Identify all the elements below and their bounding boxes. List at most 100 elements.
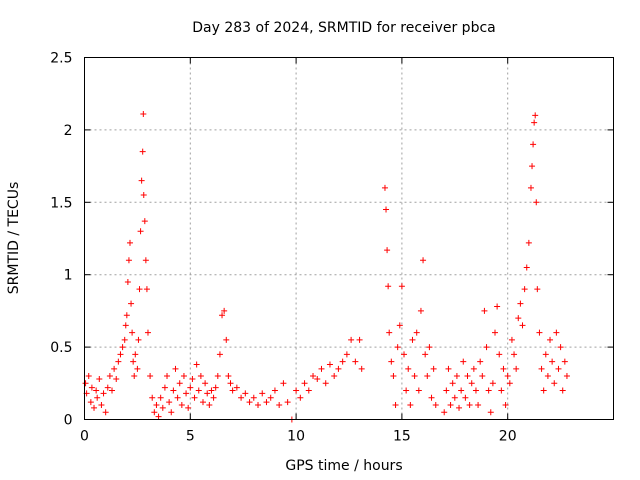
data-point xyxy=(496,351,503,358)
data-point xyxy=(447,402,454,409)
data-point xyxy=(136,286,143,293)
data-point xyxy=(531,119,538,126)
data-point xyxy=(132,351,139,358)
data-point xyxy=(331,373,338,380)
data-point xyxy=(104,384,111,391)
data-point xyxy=(106,373,113,380)
data-point xyxy=(159,404,166,411)
data-point xyxy=(343,351,350,358)
data-point xyxy=(153,402,160,409)
data-point xyxy=(381,184,388,191)
y-axis-label: SRMTID / TECUs xyxy=(6,182,22,295)
data-point xyxy=(187,384,194,391)
data-point xyxy=(238,394,245,401)
data-point xyxy=(125,257,132,264)
data-point xyxy=(142,257,149,264)
data-point xyxy=(559,387,566,394)
y-tick-label: 2 xyxy=(64,123,73,139)
data-point xyxy=(117,351,124,358)
data-point xyxy=(339,358,346,365)
data-point xyxy=(310,373,317,380)
data-point xyxy=(172,365,179,372)
x-tick-label: 0 xyxy=(80,429,89,445)
data-point xyxy=(513,365,520,372)
data-point xyxy=(229,387,236,394)
data-point xyxy=(561,358,568,365)
data-point xyxy=(335,365,342,372)
chart-title: Day 283 of 2024, SRMTID for receiver pbc… xyxy=(192,20,495,36)
data-point xyxy=(214,373,221,380)
data-point xyxy=(137,228,144,235)
grid xyxy=(84,57,614,420)
data-point xyxy=(91,404,98,411)
data-point xyxy=(284,399,291,406)
data-point xyxy=(517,300,524,307)
data-point xyxy=(189,375,196,382)
data-point xyxy=(390,373,397,380)
data-point xyxy=(511,351,518,358)
data-point xyxy=(119,344,126,351)
data-point xyxy=(492,329,499,336)
data-point xyxy=(527,184,534,191)
data-points xyxy=(82,110,570,423)
data-point xyxy=(102,409,109,416)
y-tick-label: 2.5 xyxy=(50,51,72,67)
data-point xyxy=(180,373,187,380)
data-point xyxy=(523,264,530,271)
data-point xyxy=(424,373,431,380)
data-point xyxy=(149,394,156,401)
data-point xyxy=(462,394,469,401)
data-point xyxy=(453,373,460,380)
data-point xyxy=(487,409,494,416)
data-point xyxy=(464,373,471,380)
data-point xyxy=(223,336,230,343)
data-point xyxy=(415,387,422,394)
data-point xyxy=(388,358,395,365)
data-point xyxy=(305,387,312,394)
data-point xyxy=(129,329,136,336)
data-point xyxy=(197,373,204,380)
data-point xyxy=(348,336,355,343)
data-point xyxy=(139,148,146,155)
data-point xyxy=(100,390,107,397)
data-point xyxy=(202,380,209,387)
data-point xyxy=(477,358,484,365)
data-point xyxy=(549,358,556,365)
data-point xyxy=(183,390,190,397)
data-point xyxy=(225,373,232,380)
data-point xyxy=(124,278,131,285)
data-point xyxy=(267,394,274,401)
data-point xyxy=(301,380,308,387)
data-point xyxy=(193,361,200,368)
data-point xyxy=(426,344,433,351)
data-point xyxy=(263,399,270,406)
data-point xyxy=(506,380,513,387)
data-point xyxy=(553,329,560,336)
data-point xyxy=(151,409,158,416)
data-point xyxy=(401,351,408,358)
data-point xyxy=(121,336,128,343)
data-point xyxy=(422,351,429,358)
data-point xyxy=(458,387,465,394)
data-point xyxy=(98,402,105,409)
data-point xyxy=(123,312,130,319)
data-point xyxy=(356,336,363,343)
data-point xyxy=(246,399,253,406)
data-point xyxy=(115,358,122,365)
data-point xyxy=(199,399,206,406)
data-point xyxy=(396,322,403,329)
data-point xyxy=(109,387,116,394)
data-point xyxy=(314,375,321,382)
y-tick-label: 1 xyxy=(64,268,73,284)
data-point xyxy=(483,344,490,351)
x-tick-label: 15 xyxy=(393,429,411,445)
data-point xyxy=(168,409,175,416)
data-point xyxy=(529,163,536,170)
data-point xyxy=(551,380,558,387)
data-point xyxy=(250,394,257,401)
data-point xyxy=(508,336,515,343)
data-point xyxy=(178,402,185,409)
data-point xyxy=(204,390,211,397)
data-point xyxy=(242,390,249,397)
